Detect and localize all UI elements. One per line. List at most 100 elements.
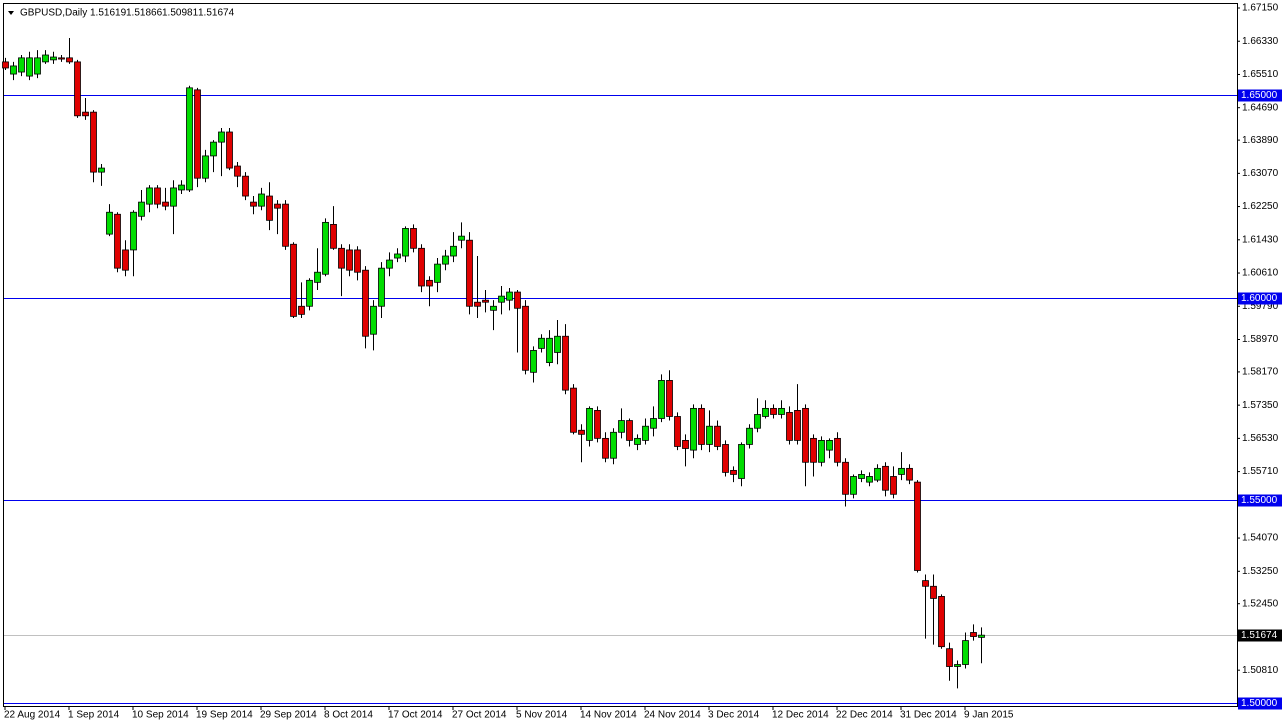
y-tick-label: 1.53250 bbox=[1242, 566, 1279, 577]
candle-body bbox=[2, 61, 9, 69]
candle-body bbox=[970, 632, 977, 637]
candle-body bbox=[370, 305, 377, 335]
candle-body bbox=[74, 61, 81, 117]
y-tick-label: 1.55710 bbox=[1242, 466, 1279, 477]
candle-body bbox=[922, 580, 929, 587]
x-tick-label: 27 Oct 2014 bbox=[452, 710, 507, 721]
y-tick-label: 1.63890 bbox=[1242, 135, 1279, 146]
x-tick-label: 22 Aug 2014 bbox=[4, 710, 61, 721]
candle-body bbox=[514, 291, 521, 309]
candle-body bbox=[618, 420, 625, 433]
candle-body bbox=[610, 431, 617, 459]
y-tick-label: 1.62250 bbox=[1242, 201, 1279, 212]
candle-body bbox=[314, 271, 321, 283]
level-label-box bbox=[1238, 697, 1282, 710]
candle-body bbox=[146, 187, 153, 205]
candle-body bbox=[906, 467, 913, 481]
x-tick-label: 14 Nov 2014 bbox=[580, 710, 637, 721]
candle-body bbox=[786, 412, 793, 441]
candle-body bbox=[730, 469, 737, 475]
y-tick-label: 1.57350 bbox=[1242, 400, 1279, 411]
candle-body bbox=[306, 279, 313, 307]
candle-body bbox=[26, 57, 33, 77]
y-tick-label: 1.65510 bbox=[1242, 69, 1279, 80]
level-label-box bbox=[1238, 292, 1282, 305]
y-tick-label: 1.64690 bbox=[1242, 102, 1279, 113]
candle-body bbox=[498, 295, 505, 303]
candle-body bbox=[274, 203, 281, 209]
candle-body bbox=[218, 131, 225, 143]
candle-body bbox=[890, 476, 897, 495]
candle-body bbox=[874, 467, 881, 481]
candle-body bbox=[698, 407, 705, 445]
candle-body bbox=[858, 474, 865, 479]
high-value: 1.51866 bbox=[126, 8, 163, 19]
candle-body bbox=[394, 253, 401, 259]
candle-body bbox=[834, 437, 841, 463]
candle-body bbox=[930, 585, 937, 599]
candle-body bbox=[82, 111, 89, 117]
candle-body bbox=[674, 416, 681, 447]
candle-body bbox=[754, 414, 761, 429]
x-tick-label: 29 Sep 2014 bbox=[260, 710, 317, 721]
level-label: 1.55000 bbox=[1241, 495, 1278, 506]
candle-body bbox=[714, 425, 721, 447]
candle-body bbox=[562, 335, 569, 391]
candle-body bbox=[898, 467, 905, 475]
candle-body bbox=[426, 279, 433, 287]
menu-arrow[interactable] bbox=[8, 11, 14, 15]
y-tick-label: 1.60610 bbox=[1242, 268, 1279, 279]
x-tick-label: 24 Nov 2014 bbox=[644, 710, 701, 721]
candle-body bbox=[826, 439, 833, 451]
candle-body bbox=[842, 461, 849, 495]
candle-body bbox=[346, 249, 353, 271]
y-tick-label: 1.61430 bbox=[1242, 234, 1279, 245]
candle-body bbox=[778, 407, 785, 415]
candle-body bbox=[138, 201, 145, 217]
candle-body bbox=[290, 243, 297, 317]
candle-body bbox=[586, 407, 593, 441]
candle-body bbox=[642, 425, 649, 441]
candle-body bbox=[402, 228, 409, 257]
level-label: 1.50000 bbox=[1241, 698, 1278, 709]
candle-body bbox=[594, 410, 601, 439]
x-tick-label: 5 Nov 2014 bbox=[516, 710, 568, 721]
candle-body bbox=[602, 437, 609, 459]
candle-body bbox=[282, 203, 289, 247]
candle-body bbox=[90, 111, 97, 173]
candle-body bbox=[186, 87, 193, 191]
y-tick-label: 1.58970 bbox=[1242, 334, 1279, 345]
candle-body bbox=[578, 429, 585, 435]
candle-body bbox=[10, 65, 17, 75]
candle-body bbox=[482, 299, 489, 303]
candle-body bbox=[658, 380, 665, 419]
candle-body bbox=[50, 56, 57, 61]
candle-body bbox=[266, 195, 273, 221]
candle-body bbox=[258, 193, 265, 207]
plot-frame bbox=[3, 3, 1238, 707]
x-tick-label: 9 Jan 2015 bbox=[964, 710, 1014, 721]
x-tick-label: 17 Oct 2014 bbox=[388, 710, 443, 721]
candle-body bbox=[722, 444, 729, 473]
candle-body bbox=[42, 54, 49, 63]
candle-body bbox=[202, 155, 209, 179]
candle-body bbox=[706, 425, 713, 445]
candle-body bbox=[746, 427, 753, 445]
candle-body bbox=[450, 245, 457, 257]
symbol: GBPUSD,Daily bbox=[20, 8, 87, 19]
candle-body bbox=[914, 481, 921, 571]
candle-body bbox=[442, 255, 449, 265]
candle-body bbox=[466, 239, 473, 307]
level-label-box bbox=[1238, 89, 1282, 102]
x-tick-label: 1 Sep 2014 bbox=[68, 710, 120, 721]
candle-body bbox=[946, 648, 953, 667]
x-tick-label: 8 Oct 2014 bbox=[324, 710, 373, 721]
y-tick-label: 1.58170 bbox=[1242, 367, 1279, 378]
y-tick-label: 1.59790 bbox=[1242, 301, 1279, 312]
candle-body bbox=[386, 259, 393, 269]
candle-body bbox=[690, 407, 697, 451]
candle-body bbox=[234, 165, 241, 177]
candle-body bbox=[738, 444, 745, 479]
candle-body bbox=[106, 211, 113, 235]
level-label: 1.60000 bbox=[1241, 293, 1278, 304]
